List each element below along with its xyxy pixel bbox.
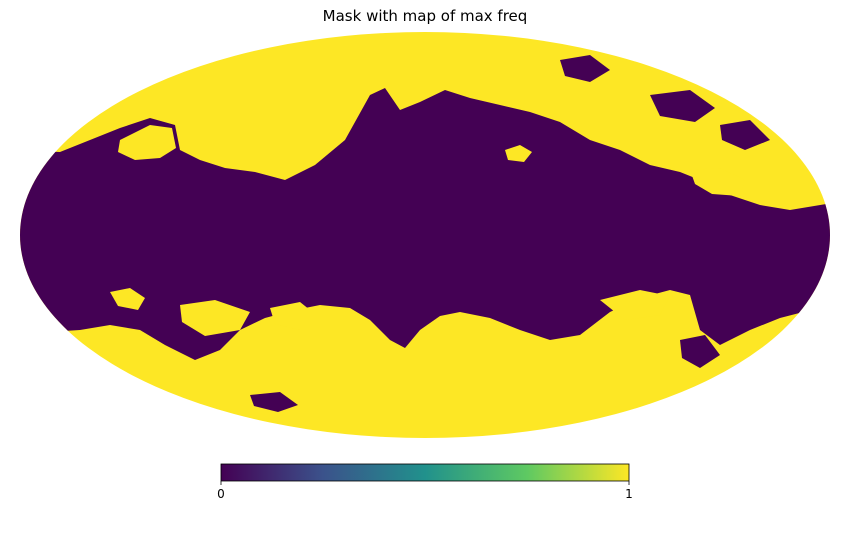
unmasked-patch xyxy=(110,288,145,310)
chart-title: Mask with map of max freq xyxy=(322,7,528,25)
masked-patch xyxy=(720,120,770,150)
masked-patch xyxy=(250,392,298,412)
colorbar-gradient xyxy=(220,463,630,482)
unmasked-patch xyxy=(180,300,250,336)
masked-patch xyxy=(680,335,720,368)
colorbar-tick-label-1: 1 xyxy=(625,487,633,501)
masked-patch xyxy=(650,90,715,122)
unmasked-patch xyxy=(600,290,670,320)
unmasked-patch xyxy=(118,125,176,160)
masked-patch xyxy=(560,55,610,82)
unmasked-patch xyxy=(270,302,320,330)
unmasked-patch xyxy=(505,145,532,162)
unmasked-patch xyxy=(690,168,745,196)
colorbar-tick-label-0: 0 xyxy=(217,487,225,501)
